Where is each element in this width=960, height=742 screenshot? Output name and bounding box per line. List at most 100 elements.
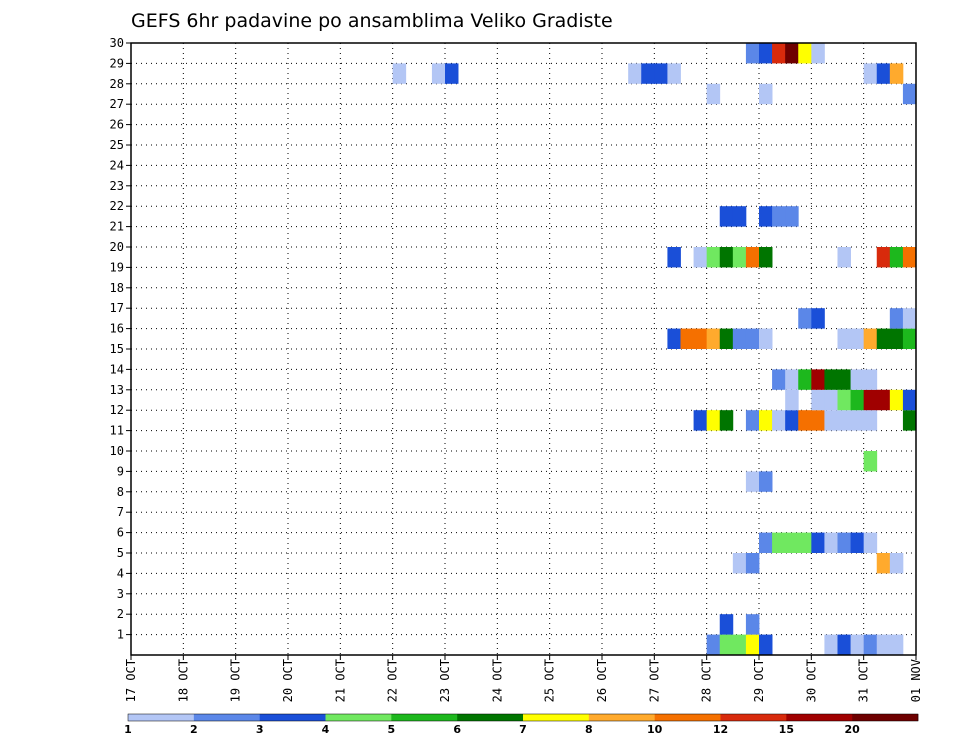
y-tick-label: 26	[110, 118, 124, 132]
x-tick-label: 25 OCT	[543, 659, 557, 702]
heatmap-cell	[850, 328, 865, 349]
heatmap-cell	[837, 532, 851, 553]
x-tick-label: 18 OCT	[176, 659, 190, 702]
heatmap-cell	[902, 308, 917, 329]
heatmap-cell	[824, 389, 838, 411]
heatmap-cell	[759, 247, 773, 268]
y-tick-label: 1	[117, 628, 124, 642]
heatmap-cell	[759, 206, 773, 227]
heatmap-cell	[759, 83, 773, 105]
heatmap-cell	[824, 634, 838, 655]
y-tick-label: 27	[110, 97, 124, 111]
heatmap-cell	[759, 328, 773, 349]
heatmap-cell	[798, 410, 812, 431]
heatmap-cell	[745, 43, 760, 64]
heatmap-cell	[902, 389, 917, 411]
y-tick-label: 16	[110, 322, 124, 336]
x-tick-label: 24 OCT	[490, 659, 504, 702]
heatmap-cell	[759, 410, 773, 431]
heatmap-cell	[706, 83, 721, 105]
heatmap-cell	[745, 634, 760, 655]
x-tick-label: 19 OCT	[229, 659, 243, 702]
x-tick-label: 23 OCT	[438, 659, 452, 702]
heatmap-cell	[719, 634, 734, 655]
heatmap-cell	[719, 614, 734, 635]
y-tick-label: 7	[117, 505, 124, 519]
heatmap-cell	[667, 328, 681, 349]
y-tick-label: 12	[110, 403, 124, 417]
heatmap-cell	[850, 369, 865, 390]
colorbar-swatch	[852, 714, 919, 721]
colorbar-swatch	[325, 714, 392, 721]
heatmap-cell	[785, 532, 799, 553]
colorbar-swatch	[588, 714, 655, 721]
heatmap-cell	[732, 247, 747, 268]
heatmap-cell	[759, 471, 773, 492]
y-tick-label: 15	[110, 342, 124, 356]
heatmap-cell	[759, 532, 773, 553]
heatmap-cell	[654, 63, 668, 84]
colorbar-label: 3	[256, 723, 264, 736]
heatmap-cell	[759, 43, 773, 64]
colorbar-label: 2	[190, 723, 198, 736]
heatmap-cell	[785, 410, 799, 431]
heatmap-cell	[732, 634, 747, 655]
heatmap-cell	[863, 532, 878, 553]
heatmap-cell	[824, 410, 838, 431]
heatmap-cell	[706, 634, 721, 655]
grid	[131, 43, 916, 655]
heatmap-cell	[628, 63, 642, 84]
heatmap-cell	[889, 328, 904, 349]
y-tick-label: 11	[110, 424, 124, 438]
colorbar-swatch	[457, 714, 524, 721]
heatmap-cell	[889, 553, 904, 574]
heatmap-cell	[902, 410, 917, 431]
heatmap-cell	[785, 43, 799, 64]
x-tick-label: 28 OCT	[700, 659, 714, 702]
y-tick-label: 14	[110, 362, 124, 376]
heatmap-cell	[863, 451, 878, 472]
colorbar-swatch	[523, 714, 590, 721]
colorbar-label: 1	[124, 723, 132, 736]
heatmap-cell	[863, 328, 878, 349]
heatmap-cell	[850, 389, 865, 411]
y-tick-label: 4	[117, 566, 124, 580]
heatmap-cell	[902, 328, 917, 349]
y-tick-label: 28	[110, 77, 124, 91]
colorbar-swatch	[786, 714, 853, 721]
heatmap-cell	[772, 410, 786, 431]
heatmap-cell	[811, 389, 825, 411]
heatmap-cell	[876, 328, 891, 349]
plot-frame	[130, 42, 917, 656]
y-tick-label: 25	[110, 138, 124, 152]
colorbar-swatch	[259, 714, 326, 721]
heatmap-cell	[759, 634, 773, 655]
y-tick-label: 23	[110, 179, 124, 193]
heatmap-cell	[719, 410, 734, 431]
x-tick-label: 26 OCT	[595, 659, 609, 702]
y-tick-label: 20	[110, 240, 124, 254]
y-tick-label: 6	[117, 526, 124, 540]
heatmap-cell	[863, 369, 878, 390]
x-tick-label: 01 NOV	[909, 659, 923, 702]
colorbar: 1 2 3 4 5 6 7 8 10 12 15 20	[124, 713, 919, 736]
colorbar-label: 15	[779, 723, 794, 736]
heatmap-cell	[837, 328, 851, 349]
x-tick-label: 21 OCT	[333, 659, 347, 702]
heatmap-cell	[837, 369, 851, 390]
heatmap-cell	[745, 328, 760, 349]
heatmap-cell	[824, 532, 838, 553]
colorbar-label: 10	[647, 723, 663, 736]
y-tick-label: 29	[110, 56, 124, 70]
heatmap-cell	[798, 43, 812, 64]
x-axis: 17 OCT 18 OCT 19 OCT 20 OCT 21 OCT 22 OCT 23 O…	[124, 655, 923, 702]
heatmap-cell	[811, 410, 825, 431]
heatmap-cell	[889, 247, 904, 268]
heatmap-cell	[863, 410, 878, 431]
y-tick-label: 9	[117, 464, 124, 478]
colorbar-label: 6	[453, 723, 461, 736]
heatmap-cell	[824, 369, 838, 390]
y-tick-label: 19	[110, 260, 124, 274]
heatmap-cell	[889, 634, 904, 655]
heatmap-cell	[785, 206, 799, 227]
